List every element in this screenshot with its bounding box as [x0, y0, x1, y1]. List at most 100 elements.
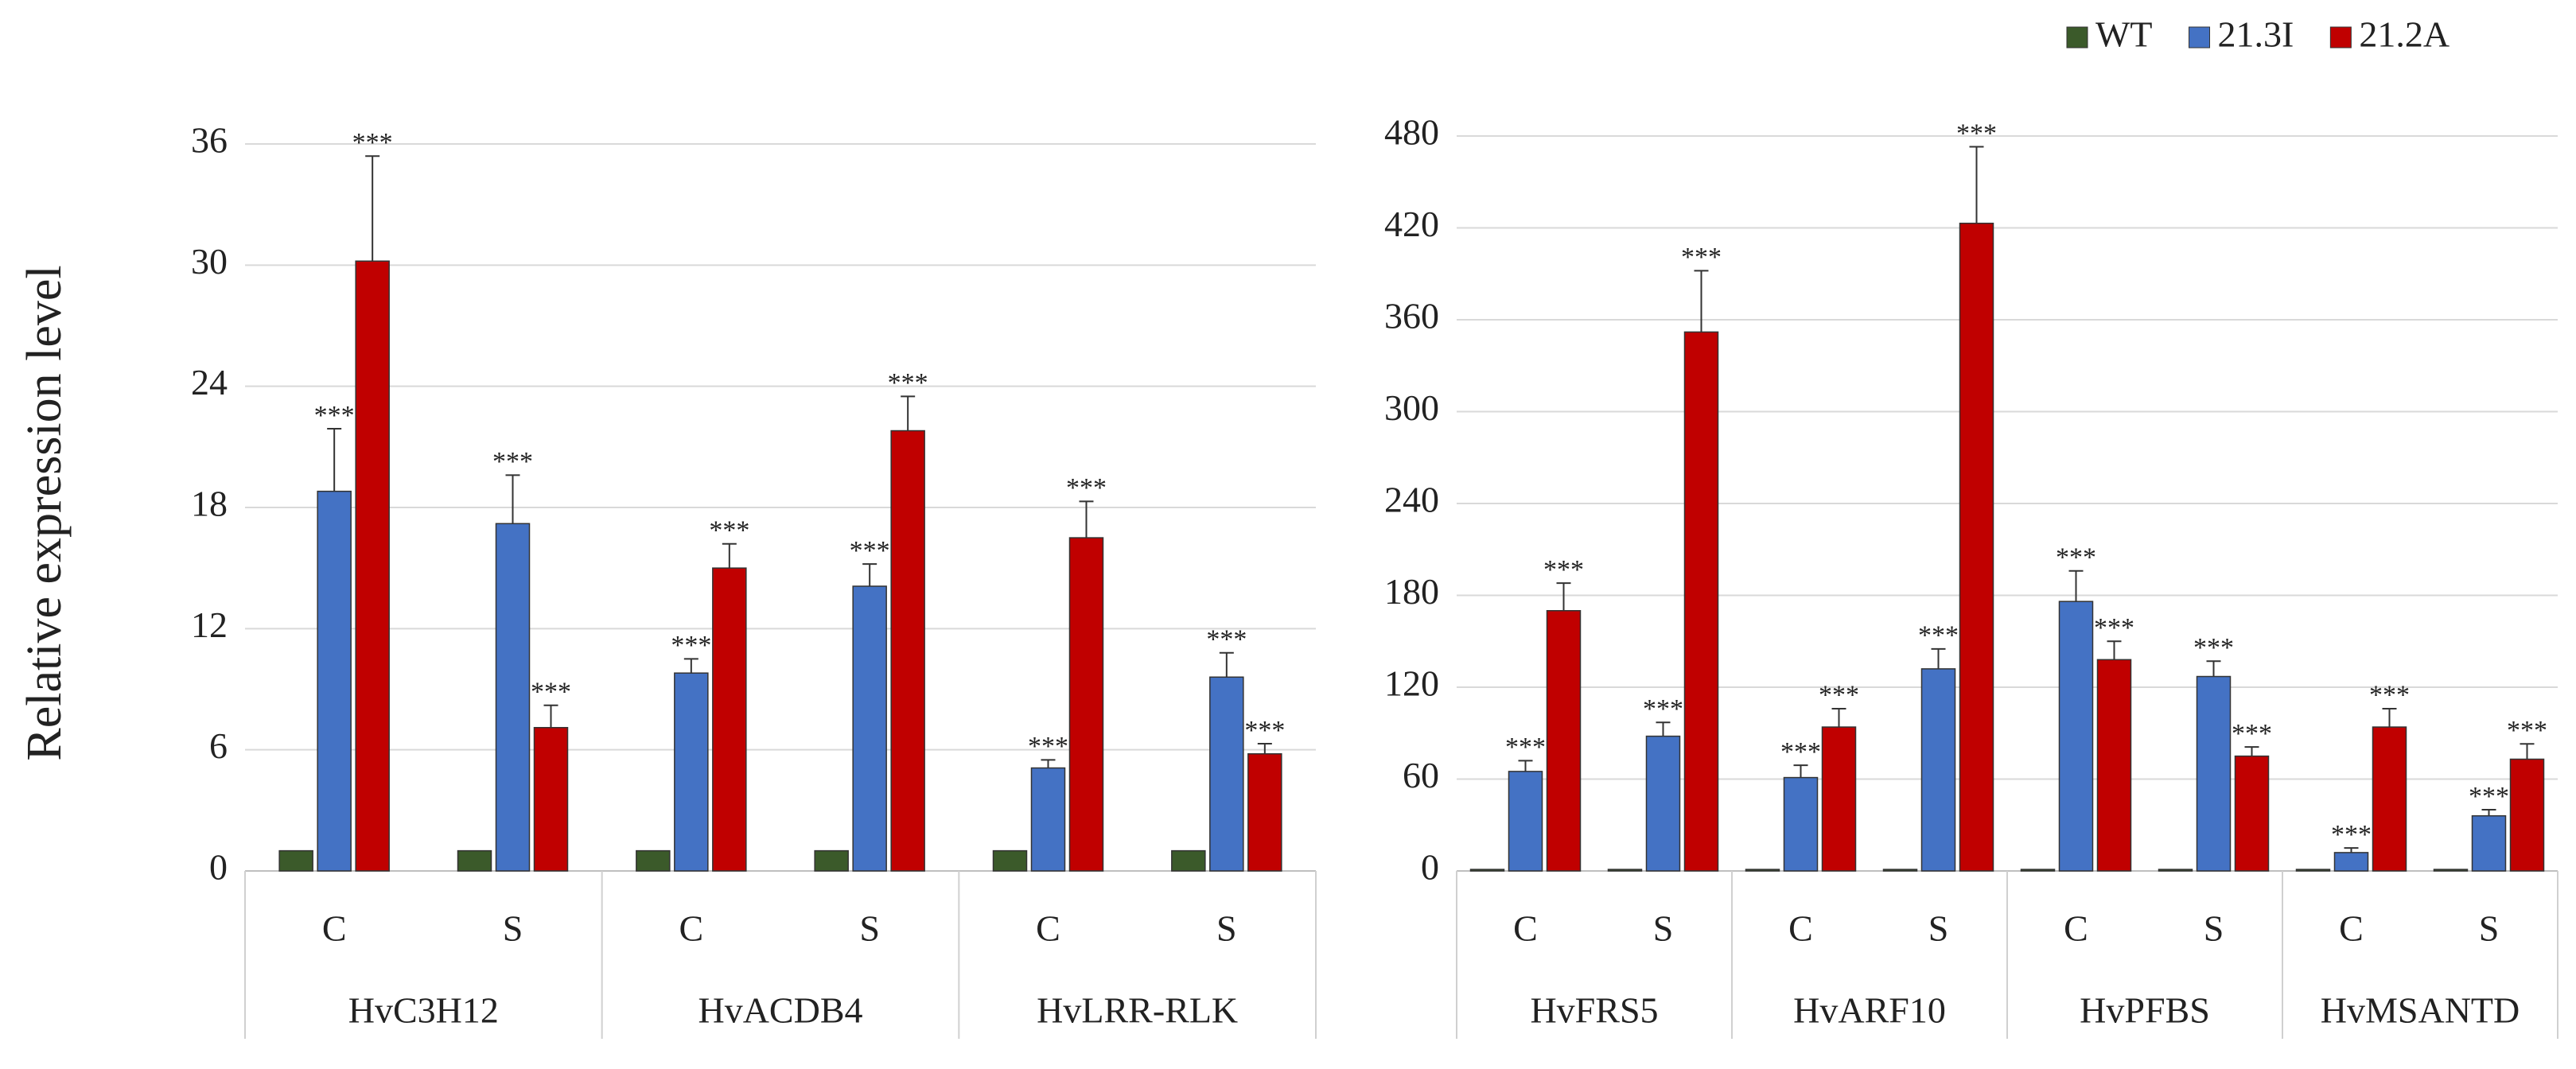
- group-label: HvC3H12: [348, 990, 499, 1031]
- bar: [1209, 676, 1244, 872]
- bar: [1745, 869, 1780, 872]
- bar: [1683, 331, 1719, 872]
- legend-label: 21.2A: [2359, 14, 2450, 55]
- significance-label: ***: [1956, 119, 1997, 148]
- bar: [533, 726, 569, 872]
- y-tick-label: 6: [209, 725, 228, 766]
- x-tick-label: C: [2064, 908, 2088, 949]
- x-tick-label: S: [859, 908, 880, 949]
- significance-label: ***: [1206, 625, 1247, 655]
- significance-label: ***: [2507, 716, 2547, 745]
- x-tick-label: S: [2479, 908, 2500, 949]
- bar: [2333, 852, 2369, 872]
- y-tick-label: 120: [1384, 663, 1439, 704]
- significance-label: ***: [1066, 473, 1107, 503]
- legend-swatch: [2329, 26, 2352, 49]
- bar: [2234, 755, 2270, 872]
- bar: [712, 567, 747, 872]
- significance-label: ***: [531, 678, 571, 707]
- bar: [1920, 668, 1956, 872]
- significance-label: ***: [2331, 820, 2372, 849]
- bar: [992, 849, 1028, 872]
- significance-label: ***: [1643, 694, 1683, 724]
- y-tick-label: 18: [191, 484, 228, 524]
- bar: [1882, 869, 1918, 872]
- bar: [317, 490, 352, 872]
- bar: [2058, 601, 2094, 872]
- bar: [2158, 869, 2193, 872]
- y-tick-label: 420: [1384, 204, 1439, 244]
- bar: [852, 585, 887, 872]
- y-tick-label: 36: [191, 120, 228, 161]
- group-label: HvPFBS: [2080, 990, 2210, 1031]
- y-tick-label: 60: [1403, 755, 1439, 795]
- legend-swatch: [2066, 26, 2088, 49]
- bar: [2196, 675, 2232, 872]
- x-tick-label: C: [2339, 908, 2364, 949]
- bar: [1821, 726, 1857, 872]
- bar: [1645, 735, 1681, 872]
- significance-label: ***: [2056, 542, 2096, 572]
- significance-label: ***: [2193, 633, 2234, 663]
- y-tick-label: 24: [191, 362, 228, 402]
- group-label: HvFRS5: [1530, 990, 1658, 1031]
- group-label: HvARF10: [1793, 990, 1946, 1031]
- bar: [2295, 869, 2331, 872]
- bar: [2096, 659, 2132, 872]
- legend-swatch: [2189, 26, 2211, 49]
- bar: [890, 430, 925, 872]
- legend-label: WT: [2095, 14, 2153, 55]
- y-tick-label: 0: [1421, 847, 1439, 888]
- significance-label: ***: [1780, 737, 1821, 767]
- bar: [1607, 869, 1643, 872]
- bar: [1068, 537, 1104, 872]
- group-label: HvACDB4: [698, 990, 862, 1031]
- bar: [2372, 726, 2407, 872]
- significance-label: ***: [1505, 733, 1546, 762]
- x-tick-label: C: [679, 908, 703, 949]
- y-tick-label: 360: [1384, 296, 1439, 336]
- significance-label: ***: [2369, 681, 2410, 710]
- x-tick-label: S: [2204, 908, 2224, 949]
- group-label: HvMSANTD: [2321, 990, 2520, 1031]
- x-tick-label: C: [1513, 908, 1538, 949]
- significance-label: ***: [352, 128, 393, 157]
- significance-label: ***: [671, 631, 711, 660]
- group-label: HvLRR-RLK: [1037, 990, 1238, 1031]
- x-tick-label: S: [503, 908, 523, 949]
- bar: [2020, 869, 2056, 872]
- bar: [674, 672, 709, 872]
- legend-label: 21.3I: [2218, 14, 2294, 55]
- x-tick-label: S: [1928, 908, 1949, 949]
- significance-label: ***: [1918, 621, 1959, 651]
- bar: [2509, 758, 2545, 872]
- bar: [1171, 849, 1206, 872]
- significance-label: ***: [1543, 555, 1584, 585]
- x-tick-label: S: [1653, 908, 1674, 949]
- significance-label: ***: [1244, 716, 1285, 745]
- bar: [457, 849, 492, 872]
- significance-label: ***: [888, 368, 928, 398]
- bar: [1247, 752, 1282, 872]
- significance-label: ***: [1028, 732, 1068, 761]
- x-tick-label: S: [1216, 908, 1237, 949]
- bar: [814, 849, 849, 872]
- x-tick-label: C: [1788, 908, 1813, 949]
- significance-label: ***: [2232, 719, 2272, 748]
- x-tick-label: C: [1036, 908, 1060, 949]
- bar: [495, 523, 531, 872]
- bar: [355, 260, 390, 872]
- bar: [1959, 222, 1994, 872]
- bar: [1469, 869, 1505, 872]
- y-tick-label: 12: [191, 604, 228, 645]
- significance-label: ***: [850, 536, 890, 566]
- bar: [2433, 869, 2469, 872]
- significance-label: ***: [492, 447, 533, 476]
- y-tick-label: 300: [1384, 387, 1439, 428]
- bar: [1783, 776, 1819, 872]
- bar: [2471, 814, 2507, 872]
- x-tick-label: C: [322, 908, 347, 949]
- bar: [1508, 771, 1543, 872]
- bar: [1030, 767, 1066, 872]
